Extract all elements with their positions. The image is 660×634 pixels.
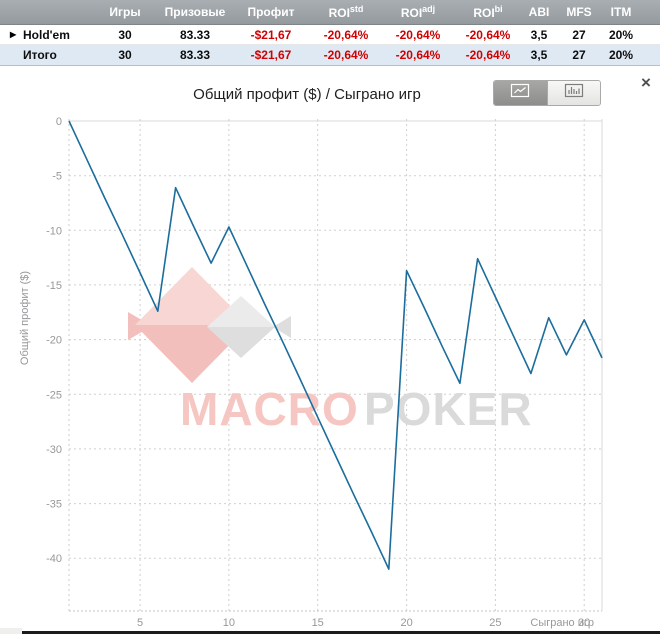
y-axis-label: Общий профит ($) xyxy=(19,271,31,365)
svg-text:10: 10 xyxy=(223,617,235,629)
total-roi-adj: -20,64% xyxy=(395,48,441,62)
holdem-itm: 20% xyxy=(608,27,634,42)
total-abi: 3,5 xyxy=(530,48,548,62)
svg-text:-15: -15 xyxy=(46,280,62,292)
svg-text:-30: -30 xyxy=(46,444,62,456)
profit-line-chart: 0 -5 -10 -15 -20 -25 -30 -35 -40 5 10 15 20 25 30 MACRO… xyxy=(19,116,603,629)
holdem-mfs: 27 xyxy=(572,27,586,42)
holdem-roi-std: -20,64% xyxy=(323,27,369,42)
svg-text:-10: -10 xyxy=(46,225,62,237)
table-row-holdem[interactable]: ▶ Hold'em 30 83.33 -$21,67 -20,64% -20,6… xyxy=(0,25,660,45)
row-label-total: Итого xyxy=(23,48,57,62)
profit-line xyxy=(68,120,603,570)
svg-text:-20: -20 xyxy=(46,335,62,347)
table-row-total: Итого 30 83.33 -$21,67 -20,64% -20,64% -… xyxy=(0,45,660,66)
total-prizes: 83.33 xyxy=(179,48,211,62)
svg-text:MACRO: MACRO xyxy=(180,383,359,435)
header-cell-abi: ABI xyxy=(528,5,550,19)
bottom-corner xyxy=(0,628,22,634)
svg-text:15: 15 xyxy=(312,617,324,629)
expand-arrow-icon[interactable]: ▶ xyxy=(10,30,17,39)
holdem-roi-bi: -20,64% xyxy=(465,27,511,42)
total-profit: -$21,67 xyxy=(250,48,292,62)
close-icon[interactable]: × xyxy=(641,73,651,92)
chart-type-toggle xyxy=(493,80,601,106)
line-chart-view-button[interactable] xyxy=(494,81,547,105)
row-label-holdem[interactable]: ▶ Hold'em xyxy=(10,27,70,42)
table-header-row: Игры Призовые Профит ROIstd ROIadj ROIbi… xyxy=(0,0,660,25)
holdem-profit: -$21,67 xyxy=(250,27,292,42)
header-cell-roi-std: ROIstd xyxy=(328,4,364,20)
header-cell-roi-bi: ROIbi xyxy=(473,4,503,20)
svg-text:-40: -40 xyxy=(46,553,62,565)
header-cell-games: Игры xyxy=(109,5,141,19)
svg-text:30: 30 xyxy=(578,617,590,629)
holdem-roi-adj: -20,64% xyxy=(395,27,441,42)
svg-text:-35: -35 xyxy=(46,499,62,511)
svg-text:25: 25 xyxy=(489,617,501,629)
x-axis-label: Сыграно игр xyxy=(530,617,594,629)
line-chart-icon xyxy=(510,83,530,103)
bar-chart-icon xyxy=(564,83,584,103)
total-games: 30 xyxy=(118,48,132,62)
header-cell-prizes: Призовые xyxy=(164,5,226,19)
svg-text:5: 5 xyxy=(137,617,143,629)
holdem-prizes: 83.33 xyxy=(179,27,211,42)
svg-text:0: 0 xyxy=(56,116,62,128)
window-bottom-edge xyxy=(22,631,660,634)
stats-table: Игры Призовые Профит ROIstd ROIadj ROIbi… xyxy=(0,0,660,66)
holdem-games: 30 xyxy=(118,27,132,42)
svg-text:20: 20 xyxy=(400,617,412,629)
total-mfs: 27 xyxy=(572,48,586,62)
svg-text:-5: -5 xyxy=(52,171,62,183)
header-cell-mfs: MFS xyxy=(566,5,592,19)
svg-text:-25: -25 xyxy=(46,389,62,401)
holdem-abi: 3,5 xyxy=(530,27,548,42)
header-cell-itm: ITM xyxy=(610,5,632,19)
bar-chart-view-button[interactable] xyxy=(546,81,600,105)
svg-text:POKER: POKER xyxy=(364,383,533,435)
header-cell-roi-adj: ROIadj xyxy=(400,4,436,20)
total-itm: 20% xyxy=(608,48,634,62)
chart-title: Общий профит ($) / Сыграно игр xyxy=(193,86,421,103)
macropoker-watermark xyxy=(128,267,291,383)
total-roi-std: -20,64% xyxy=(323,48,369,62)
total-roi-bi: -20,64% xyxy=(465,48,511,62)
header-cell-profit: Профит xyxy=(247,5,295,19)
